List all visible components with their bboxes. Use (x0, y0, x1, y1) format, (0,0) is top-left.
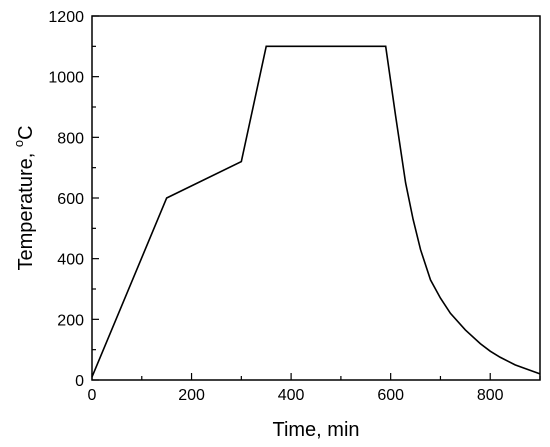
y-tick-label: 400 (57, 252, 84, 269)
y-tick-label: 200 (57, 312, 84, 329)
y-tick-label: 600 (57, 191, 84, 208)
series-line (91, 45, 541, 378)
tick-labels: 0 200 400 600 800 0 200 400 600 800 1000 1200 (48, 9, 503, 404)
plot-frame (91, 15, 541, 381)
y-axis-title-main: Temperature, (15, 147, 37, 270)
y-tick-label: 1000 (48, 70, 84, 87)
x-tick-label: 800 (477, 387, 504, 404)
y-axis-title-unit: C (15, 125, 37, 139)
y-tick-label: 1200 (48, 9, 84, 26)
tick-marks (91, 15, 541, 381)
y-axis-title: Temperature, oC (11, 125, 37, 270)
y-tick-label: 800 (57, 130, 84, 147)
x-tick-label: 600 (377, 387, 404, 404)
y-axis-title-superscript: o (11, 140, 26, 147)
x-tick-label: 0 (88, 387, 97, 404)
x-axis-title: Time, min (272, 419, 359, 441)
y-tick-label: 0 (75, 373, 84, 390)
x-tick-label: 400 (278, 387, 305, 404)
x-tick-label: 200 (178, 387, 205, 404)
